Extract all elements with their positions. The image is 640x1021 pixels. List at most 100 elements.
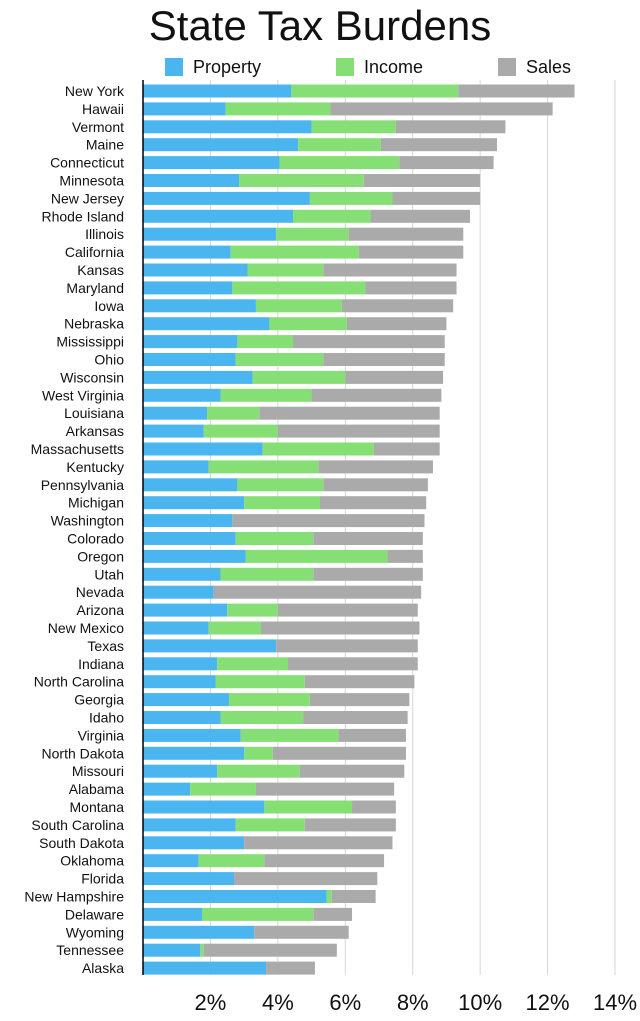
category-label: Utah	[94, 566, 124, 582]
bar-segment-property	[143, 496, 245, 510]
category-label: North Dakota	[42, 745, 125, 761]
bar-segment-sales	[331, 890, 376, 903]
category-label: Florida	[81, 871, 124, 887]
bar-segment-sales	[358, 245, 464, 259]
bar-segment-sales	[299, 764, 405, 778]
bar-segment-property	[143, 138, 299, 152]
bar-segment-property	[143, 156, 280, 170]
bar-segment-income	[220, 388, 312, 402]
bar-segment-property	[143, 209, 294, 223]
category-label: Kentucky	[66, 459, 124, 475]
bar-segment-property	[143, 299, 256, 313]
bar-segment-sales	[323, 478, 428, 492]
bar-segment-sales	[341, 299, 454, 313]
bar-segment-income	[235, 353, 324, 366]
bar-segment-income	[252, 370, 346, 384]
bar-segment-property	[143, 603, 228, 617]
bar-segment-income	[232, 281, 366, 295]
bar-segment-income	[217, 657, 288, 671]
category-label: Texas	[87, 638, 124, 654]
bar-segment-income	[245, 549, 388, 563]
bar-segment-income	[217, 764, 300, 778]
bar-segment-sales	[266, 961, 315, 975]
category-label: Illinois	[85, 226, 124, 242]
bar-segment-property	[143, 585, 214, 599]
bar-segment-property	[143, 532, 236, 545]
legend-swatch-income	[336, 58, 354, 76]
bar-segment-property	[143, 746, 245, 760]
bar-segment-sales	[311, 388, 442, 402]
bar-segment-income	[293, 209, 371, 223]
x-tick-label: 14%	[593, 990, 637, 1015]
bar-segment-property	[143, 693, 229, 707]
bar-segment-property	[143, 335, 238, 349]
bar-segment-sales	[352, 800, 396, 814]
bar-segment-income	[247, 263, 324, 277]
category-label: New Mexico	[48, 620, 124, 636]
bar-segment-property	[143, 854, 199, 868]
bar-segment-sales	[345, 370, 444, 384]
category-label: Louisiana	[64, 405, 124, 421]
x-tick-label: 12%	[526, 990, 570, 1015]
bar-segment-sales	[318, 460, 433, 474]
category-label: Maine	[86, 137, 124, 153]
bar-segment-income	[279, 156, 400, 170]
bar-segment-sales	[313, 532, 423, 545]
bar-segment-sales	[387, 549, 423, 563]
bar-segment-income	[264, 800, 353, 814]
category-label: Connecticut	[50, 155, 124, 171]
legend-item-income: Income	[336, 56, 423, 78]
bar-segment-income	[198, 854, 265, 868]
category-label: North Carolina	[34, 674, 124, 690]
bar-segment-property	[143, 370, 253, 384]
bar-segment-property	[143, 281, 233, 295]
bar-segment-property	[143, 174, 240, 187]
bar-segment-property	[143, 227, 277, 241]
bar-segment-sales	[261, 621, 420, 635]
bar-segment-property	[143, 872, 235, 886]
bar-segment-property	[143, 818, 236, 832]
category-label: Wyoming	[66, 924, 124, 940]
bar-segment-property	[143, 102, 226, 116]
bar-segment-income	[202, 907, 314, 921]
bar-segment-property	[143, 782, 191, 796]
category-label: Missouri	[72, 763, 124, 779]
category-label: New Jersey	[51, 190, 124, 206]
category-label: New Hampshire	[24, 889, 124, 905]
bar-segment-sales	[272, 746, 406, 760]
bar-segment-property	[143, 925, 255, 939]
bar-segment-property	[143, 120, 312, 134]
bar-segment-income	[239, 174, 364, 187]
bar-segment-property	[143, 424, 204, 438]
bar-segment-property	[143, 567, 221, 581]
bar-segment-sales	[276, 639, 418, 653]
legend-label-property: Property	[193, 56, 262, 77]
bar-segment-sales	[309, 693, 410, 707]
legend-label-income: Income	[364, 56, 424, 77]
bar-segment-sales	[303, 711, 408, 724]
bar-segment-income	[298, 138, 381, 152]
category-label: Michigan	[68, 495, 124, 511]
bar-segment-income	[207, 406, 260, 420]
category-label: Maryland	[66, 280, 124, 296]
bar-segment-property	[143, 478, 238, 492]
bar-segment-property	[143, 907, 202, 921]
bar-segment-property	[143, 836, 245, 850]
bar-segment-sales	[370, 209, 471, 223]
bar-segment-property	[143, 800, 265, 814]
category-label: Nebraska	[64, 316, 124, 332]
category-label: Idaho	[89, 710, 124, 726]
bar-segment-income	[225, 102, 331, 116]
bar-segment-sales	[213, 585, 422, 599]
bar-segment-property	[143, 460, 209, 474]
bar-segment-sales	[244, 836, 393, 850]
category-label: Arkansas	[66, 423, 124, 439]
category-label: Oklahoma	[60, 853, 124, 869]
bar-segment-income	[244, 496, 320, 510]
bar-segment-property	[143, 961, 267, 975]
bar-segment-property	[143, 711, 221, 724]
bar-segment-sales	[232, 514, 425, 528]
bar-segment-sales	[399, 156, 494, 170]
bar-segment-property	[143, 514, 233, 528]
